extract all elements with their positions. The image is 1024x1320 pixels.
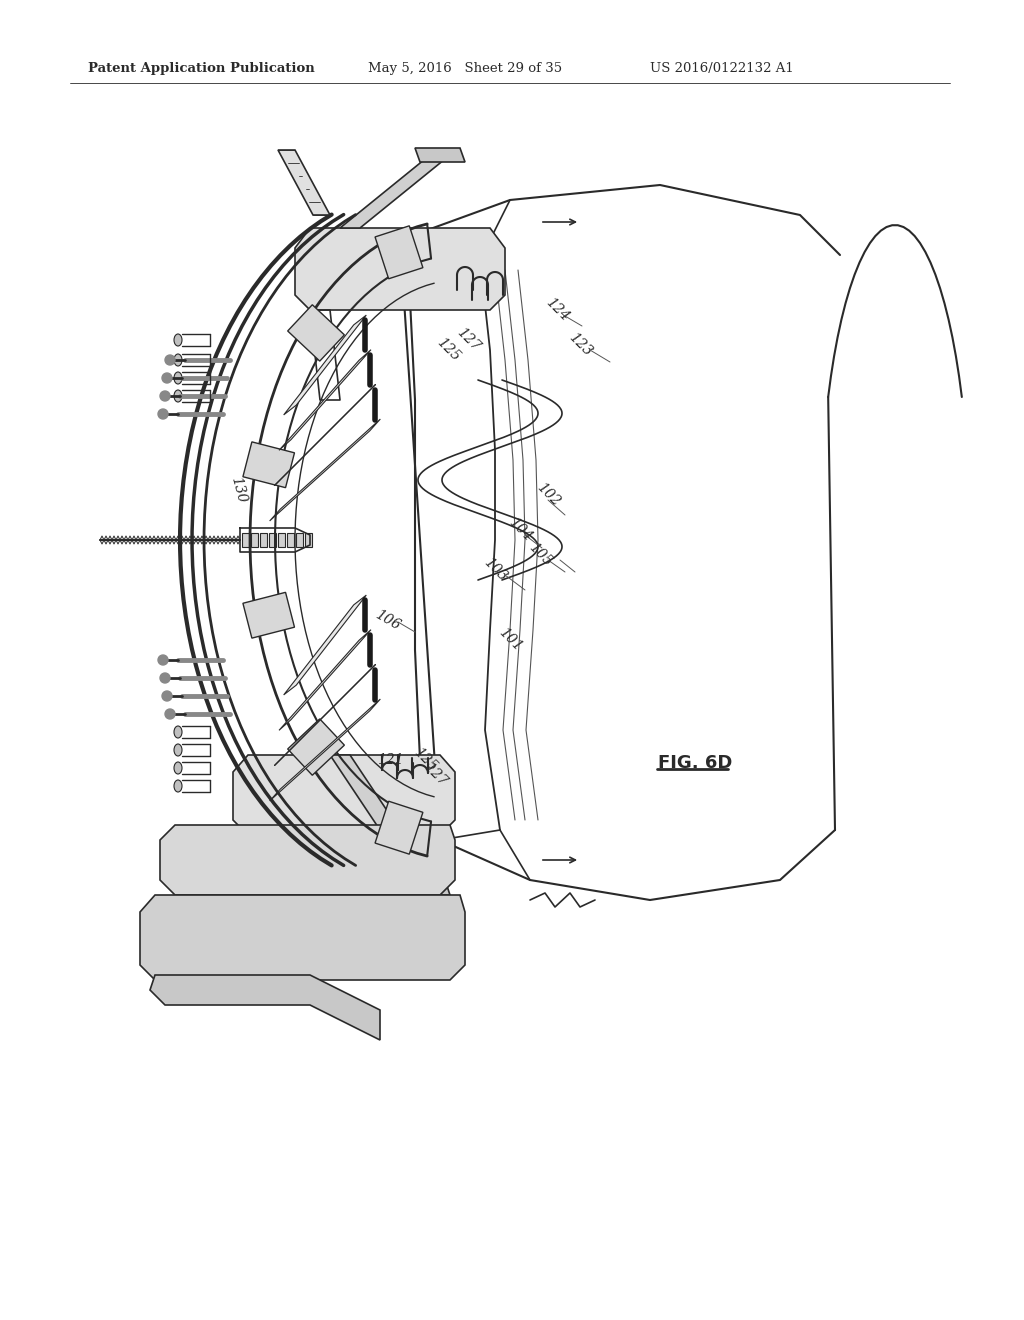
Text: 130: 130 <box>227 475 248 504</box>
Polygon shape <box>278 150 330 215</box>
Bar <box>296 533 303 546</box>
Polygon shape <box>279 350 371 450</box>
Circle shape <box>158 409 168 418</box>
Polygon shape <box>160 825 455 895</box>
Circle shape <box>162 690 172 701</box>
Polygon shape <box>375 801 423 854</box>
Polygon shape <box>269 418 380 521</box>
Text: 101: 101 <box>496 626 524 655</box>
Polygon shape <box>330 755 430 875</box>
Text: Patent Application Publication: Patent Application Publication <box>88 62 314 75</box>
Circle shape <box>158 655 168 665</box>
Circle shape <box>162 374 172 383</box>
Ellipse shape <box>174 389 182 403</box>
Polygon shape <box>288 305 344 362</box>
Polygon shape <box>269 700 380 801</box>
Ellipse shape <box>174 726 182 738</box>
Polygon shape <box>140 895 465 979</box>
Text: 123: 123 <box>565 330 594 359</box>
Ellipse shape <box>174 354 182 366</box>
Text: FIG. 6D: FIG. 6D <box>658 754 732 772</box>
Text: 121: 121 <box>377 752 403 767</box>
Text: 106: 106 <box>373 607 403 632</box>
Ellipse shape <box>174 744 182 756</box>
Polygon shape <box>279 630 371 730</box>
Polygon shape <box>274 384 376 486</box>
Polygon shape <box>243 593 295 638</box>
Text: 105: 105 <box>525 541 554 569</box>
Text: 104: 104 <box>506 516 535 544</box>
Ellipse shape <box>174 334 182 346</box>
Polygon shape <box>400 880 450 895</box>
Polygon shape <box>274 664 376 766</box>
Polygon shape <box>150 975 380 1040</box>
Polygon shape <box>233 755 455 836</box>
Polygon shape <box>375 226 423 279</box>
Text: 127: 127 <box>421 760 450 789</box>
Polygon shape <box>295 228 505 310</box>
Bar <box>278 533 285 546</box>
Text: 125: 125 <box>433 335 463 364</box>
Circle shape <box>160 673 170 682</box>
Text: 124: 124 <box>543 296 571 325</box>
Polygon shape <box>340 154 450 228</box>
Bar <box>269 533 276 546</box>
Bar <box>242 533 249 546</box>
Ellipse shape <box>174 780 182 792</box>
Bar <box>305 533 312 546</box>
Polygon shape <box>284 315 367 414</box>
Text: May 5, 2016   Sheet 29 of 35: May 5, 2016 Sheet 29 of 35 <box>368 62 562 75</box>
Ellipse shape <box>174 372 182 384</box>
Ellipse shape <box>174 762 182 774</box>
Text: US 2016/0122132 A1: US 2016/0122132 A1 <box>650 62 794 75</box>
Bar <box>287 533 294 546</box>
Bar <box>260 533 267 546</box>
Text: 103: 103 <box>480 556 509 585</box>
Polygon shape <box>415 148 465 162</box>
Circle shape <box>165 709 175 719</box>
Polygon shape <box>284 595 367 694</box>
Text: 102: 102 <box>534 480 562 510</box>
Text: 127: 127 <box>454 326 482 354</box>
Polygon shape <box>243 442 295 487</box>
Text: 125: 125 <box>411 746 439 775</box>
Bar <box>251 533 258 546</box>
Circle shape <box>160 391 170 401</box>
Polygon shape <box>288 719 344 775</box>
Circle shape <box>165 355 175 366</box>
